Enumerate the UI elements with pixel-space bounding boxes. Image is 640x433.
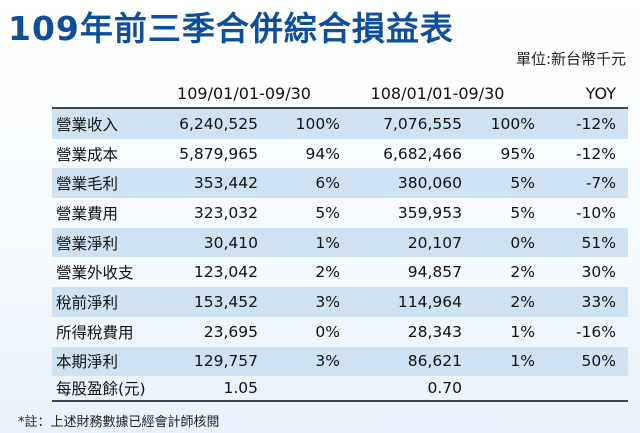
unit-label: 單位:新台幣千元 bbox=[515, 50, 626, 68]
value-2020: 153,452 bbox=[193, 292, 258, 311]
table-row: 營業收入 6,240,525 100% 7,076,555 100% -12% bbox=[52, 109, 628, 139]
value-2019: 7,076,555 bbox=[383, 114, 462, 133]
table-row: 營業費用 323,032 5% 359,953 5% -10% bbox=[52, 198, 628, 228]
value-2020: 353,442 bbox=[193, 174, 258, 193]
yoy-change: 50% bbox=[581, 352, 616, 371]
yoy-change: -12% bbox=[575, 144, 616, 163]
eps-value-2020: 1.05 bbox=[223, 379, 258, 398]
eps-label: 每股盈餘(元) bbox=[56, 380, 146, 399]
percent-2020: 3% bbox=[315, 292, 340, 311]
row-label: 營業外收支 bbox=[56, 264, 134, 283]
header-yoy: YOY bbox=[585, 83, 616, 103]
percent-2020: 100% bbox=[295, 114, 340, 133]
row-label: 營業淨利 bbox=[56, 234, 119, 253]
row-label: 營業收入 bbox=[56, 115, 119, 134]
table-row: 營業淨利 30,410 1% 20,107 0% 51% bbox=[52, 227, 628, 258]
percent-2020: 3% bbox=[315, 352, 340, 371]
row-label: 營業毛利 bbox=[56, 175, 119, 194]
value-2020: 5,879,965 bbox=[179, 144, 258, 163]
yoy-change: 33% bbox=[581, 292, 616, 311]
value-2019: 94,857 bbox=[407, 263, 462, 282]
value-2020: 123,042 bbox=[193, 263, 258, 282]
yoy-change: 30% bbox=[581, 263, 616, 282]
table-header: 109/01/01-09/30 108/01/01-09/30 YOY bbox=[52, 79, 628, 109]
eps-row: 每股盈餘(元) 1.05 0.70 bbox=[52, 376, 628, 400]
value-2019: 86,621 bbox=[407, 352, 462, 371]
value-2019: 114,964 bbox=[397, 292, 462, 311]
value-2020: 129,757 bbox=[193, 352, 258, 371]
value-2019: 6,682,466 bbox=[383, 144, 462, 163]
table-row: 本期淨利 129,757 3% 86,621 1% 50% bbox=[52, 346, 628, 377]
value-2019: 380,060 bbox=[397, 174, 462, 193]
table-row: 所得稅費用 23,695 0% 28,343 1% -16% bbox=[52, 317, 628, 347]
percent-2019: 2% bbox=[510, 292, 535, 311]
table-row: 營業毛利 353,442 6% 380,060 5% -7% bbox=[52, 168, 628, 199]
percent-2019: 0% bbox=[510, 233, 535, 252]
row-label: 稅前淨利 bbox=[56, 293, 119, 312]
percent-2019: 1% bbox=[510, 322, 535, 341]
value-2019: 20,107 bbox=[407, 233, 462, 252]
value-2019: 28,343 bbox=[407, 322, 462, 341]
yoy-change: 51% bbox=[581, 233, 616, 252]
footnote: *註：上述財務數據已經會計師核閱 bbox=[18, 415, 220, 430]
percent-2019: 5% bbox=[510, 174, 535, 193]
percent-2019: 1% bbox=[510, 352, 535, 371]
percent-2019: 100% bbox=[490, 114, 535, 133]
percent-2020: 5% bbox=[315, 203, 340, 222]
percent-2020: 1% bbox=[315, 233, 340, 252]
table-row: 稅前淨利 153,452 3% 114,964 2% 33% bbox=[52, 287, 628, 317]
row-label: 營業費用 bbox=[56, 204, 119, 223]
value-2019: 359,953 bbox=[397, 203, 462, 222]
percent-2020: 0% bbox=[315, 322, 340, 341]
income-statement-table: 109/01/01-09/30 108/01/01-09/30 YOY 營業收入… bbox=[52, 79, 628, 403]
yoy-change: -12% bbox=[575, 114, 616, 133]
percent-2019: 2% bbox=[510, 263, 535, 282]
yoy-change: -10% bbox=[575, 203, 616, 222]
page-title: 109年前三季合併綜合損益表 bbox=[8, 9, 454, 48]
percent-2019: 5% bbox=[510, 203, 535, 222]
row-label: 所得稅費用 bbox=[56, 323, 134, 342]
value-2020: 30,410 bbox=[203, 233, 258, 252]
header-period-2019: 108/01/01-09/30 bbox=[370, 83, 505, 103]
yoy-change: -16% bbox=[575, 322, 616, 341]
percent-2020: 94% bbox=[305, 144, 340, 163]
percent-2020: 6% bbox=[315, 174, 340, 193]
percent-2020: 2% bbox=[315, 263, 340, 282]
table-row: 營業外收支 123,042 2% 94,857 2% 30% bbox=[52, 257, 628, 287]
value-2020: 323,032 bbox=[193, 203, 258, 222]
value-2020: 6,240,525 bbox=[179, 114, 258, 133]
yoy-change: -7% bbox=[585, 174, 616, 193]
header-period-2020: 109/01/01-09/30 bbox=[177, 83, 311, 103]
table-row: 營業成本 5,879,965 94% 6,682,466 95% -12% bbox=[52, 139, 628, 169]
row-label: 營業成本 bbox=[56, 145, 119, 164]
eps-value-2019: 0.70 bbox=[427, 379, 462, 398]
percent-2019: 95% bbox=[500, 144, 535, 163]
value-2020: 23,695 bbox=[203, 322, 258, 341]
row-label: 本期淨利 bbox=[56, 353, 119, 372]
